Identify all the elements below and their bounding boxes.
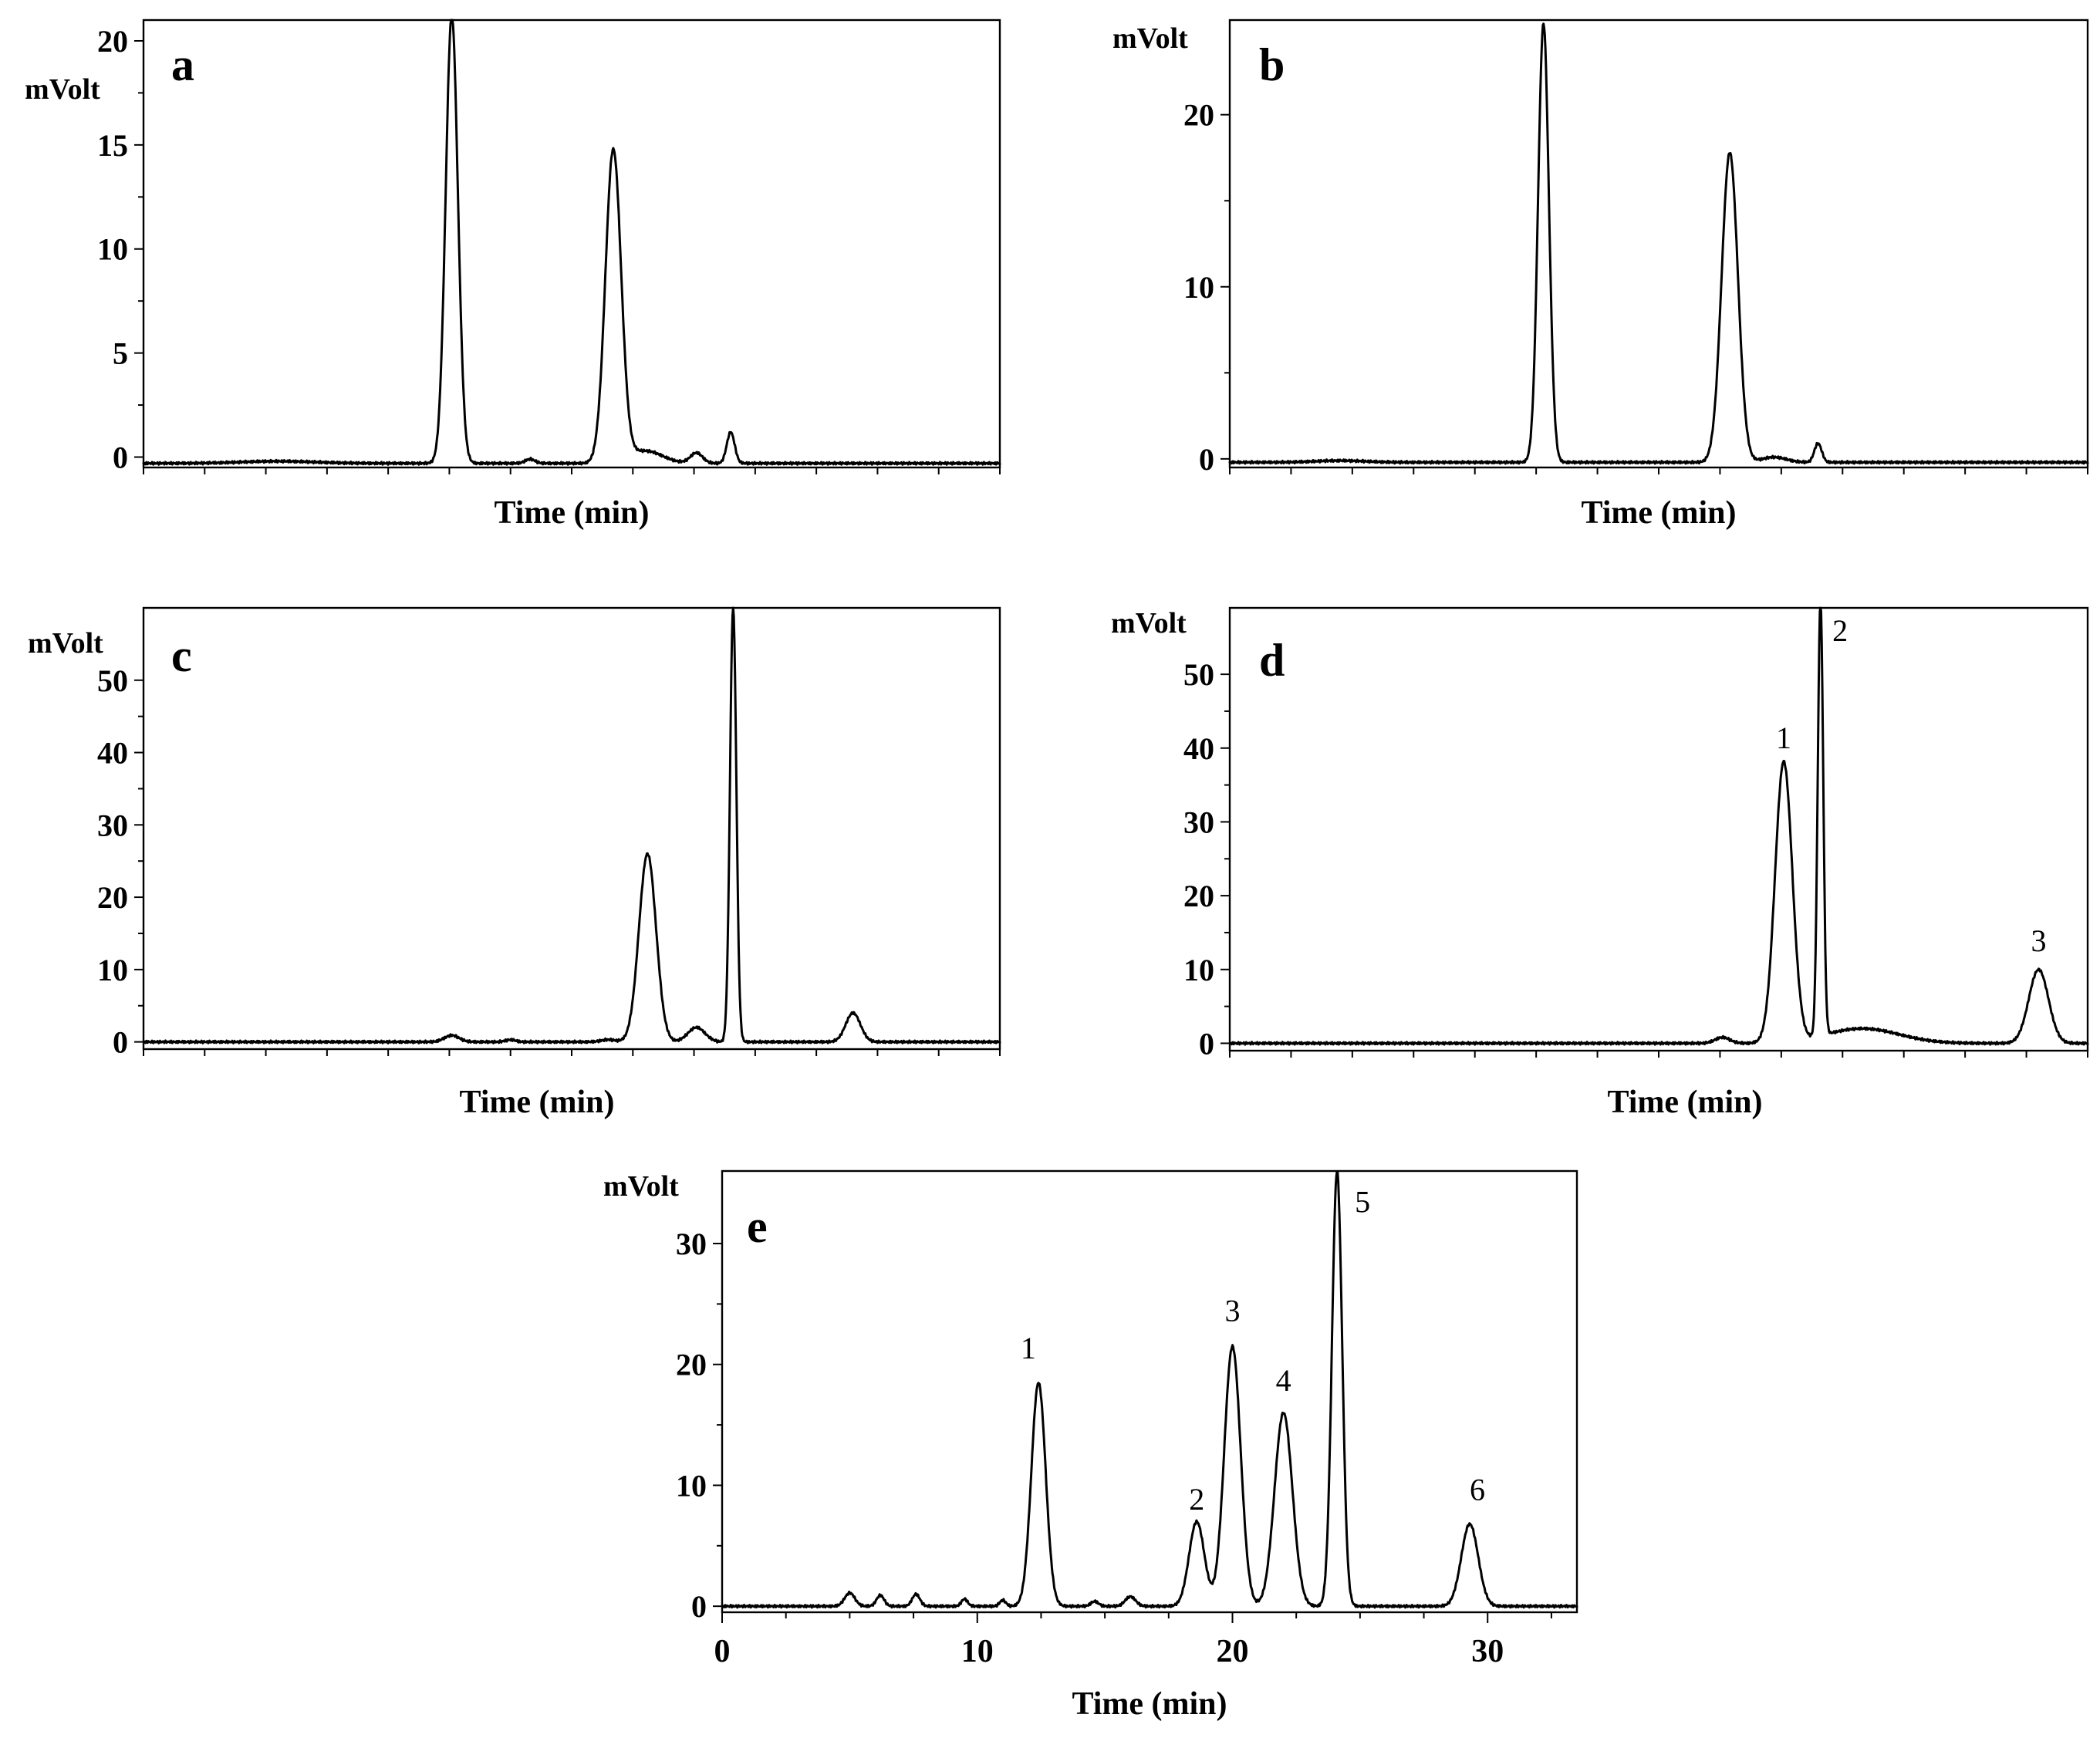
peak-label-e: 1 (1021, 1331, 1036, 1365)
ylabel-c: mVolt (28, 627, 103, 660)
xtick-label-e: 30 (1471, 1634, 1504, 1669)
ytick-label-a: 5 (113, 336, 128, 371)
ytick-label-c: 10 (97, 953, 128, 987)
xlabel-c: Time (min) (459, 1085, 614, 1120)
panel-letter-e: e (747, 1201, 768, 1252)
panel-letter-c: c (171, 630, 192, 681)
trace-line-d (1228, 606, 2089, 1046)
panel-a: 0 5 10 15 20 mVolt a Time (min) (25, 19, 1001, 531)
plot-frame-a (142, 19, 1001, 469)
plot-frame-e (721, 1169, 1578, 1614)
plot-frame-c (142, 606, 1001, 1051)
peak-label-d: 1 (1776, 721, 1791, 755)
trace-line-b (1228, 22, 2089, 465)
ytick-label-e: 30 (676, 1227, 707, 1261)
ytick-label-a: 20 (97, 24, 128, 59)
ytick-label-e: 0 (691, 1589, 707, 1624)
ylabel-a: mVolt (25, 73, 100, 106)
ylabel-d: mVolt (1111, 607, 1187, 640)
xtick-label-e: 10 (961, 1634, 994, 1669)
ytick-label-d: 10 (1183, 953, 1214, 987)
panel-letter-d: d (1259, 635, 1285, 686)
ytick-label-e: 20 (676, 1348, 707, 1382)
ylabel-e: mVolt (603, 1170, 679, 1203)
ytick-label-a: 10 (97, 232, 128, 267)
ytick-label-c: 0 (113, 1025, 128, 1060)
ytick-label-c: 40 (97, 736, 128, 771)
ytick-label-c: 50 (97, 663, 128, 698)
ytick-label-c: 30 (97, 808, 128, 842)
ytick-label-b: 10 (1183, 270, 1214, 305)
ylabel-b: mVolt (1112, 22, 1188, 55)
ytick-label-d: 30 (1183, 805, 1214, 839)
peak-label-e: 5 (1355, 1184, 1370, 1219)
panel-d: 0 10 20 30 40 50 mVolt d Time (min) 1 2 3 (1111, 606, 2089, 1120)
xtick-label-e: 0 (714, 1634, 731, 1669)
panel-letter-a: a (171, 39, 194, 90)
peak-label-e: 4 (1276, 1363, 1291, 1398)
plot-frame-b (1228, 19, 2089, 469)
panel-b: 0 10 20 mVolt b Time (min) (1112, 19, 2089, 531)
trace-line-a (142, 19, 1001, 466)
trace-line-c (142, 606, 1001, 1044)
trace-line-e (721, 1170, 1578, 1609)
ytick-label-b: 0 (1199, 442, 1214, 477)
xtick-label-e: 20 (1216, 1634, 1248, 1669)
peak-label-d: 3 (2031, 923, 2046, 958)
ytick-label-d: 40 (1183, 731, 1214, 766)
xlabel-a: Time (min) (494, 495, 649, 531)
peak-label-e: 3 (1224, 1293, 1240, 1328)
plot-frame-d (1228, 606, 2089, 1052)
peak-label-e: 2 (1189, 1482, 1204, 1517)
ytick-label-d: 20 (1183, 879, 1214, 913)
xlabel-d: Time (min) (1607, 1085, 1762, 1120)
panel-letter-b: b (1259, 39, 1285, 90)
panel-e: 0 10 20 30 0 10 20 30 mVolt e Time (min) 1 2 3 4 5 6 (603, 1169, 1578, 1722)
ytick-label-d: 0 (1199, 1026, 1214, 1061)
ytick-label-e: 10 (676, 1468, 707, 1503)
peak-label-e: 6 (1470, 1472, 1485, 1507)
xlabel-b: Time (min) (1581, 495, 1736, 531)
ytick-label-c: 20 (97, 880, 128, 915)
ytick-label-a: 0 (113, 440, 128, 475)
ytick-label-b: 20 (1183, 98, 1214, 133)
xlabel-e: Time (min) (1072, 1686, 1227, 1722)
ytick-label-a: 15 (97, 128, 128, 163)
ytick-label-d: 50 (1183, 657, 1214, 692)
peak-label-d: 2 (1832, 613, 1848, 648)
